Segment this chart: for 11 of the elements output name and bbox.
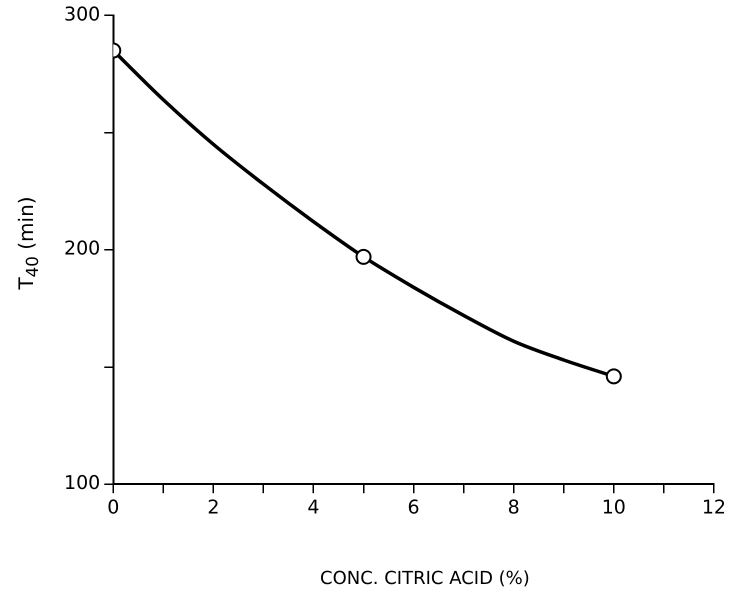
y-tick-label: 200	[64, 238, 100, 260]
x-axis-title: CONC. CITRIC ACID (%)	[320, 568, 530, 589]
y-tick-label: 300	[64, 3, 100, 26]
x-tick-label: 2	[207, 496, 220, 519]
y-tick-label: 100	[64, 472, 100, 494]
x-tick-label: 10	[602, 496, 626, 519]
x-tick-label: 8	[508, 496, 520, 519]
x-tick-label: 12	[702, 496, 726, 519]
x-tick-label: 6	[408, 496, 420, 519]
x-tick-label: 0	[107, 496, 120, 519]
x-tick-label: 4	[307, 496, 320, 519]
